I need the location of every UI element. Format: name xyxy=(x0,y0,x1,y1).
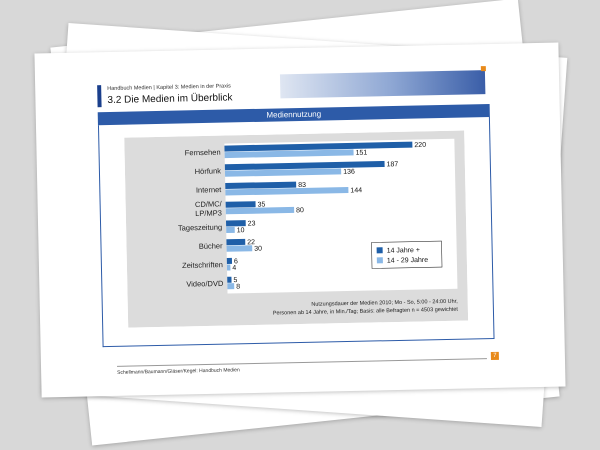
data-label: 35 xyxy=(258,201,266,208)
bar xyxy=(226,257,233,265)
slide-page: Handbuch Medien | Kapitel 3: Medien in d… xyxy=(34,42,566,398)
data-label: 30 xyxy=(254,246,262,253)
data-label: 187 xyxy=(387,161,399,168)
bar-chart: Fernsehen 220 151 Hörfunk 187 136 Internet 83 14… xyxy=(124,130,469,328)
data-label: 5 xyxy=(233,277,237,284)
legend-box xyxy=(371,240,443,269)
bar xyxy=(224,149,354,159)
data-label: 220 xyxy=(414,142,426,149)
header-gradient-bar xyxy=(279,70,486,99)
bar xyxy=(226,238,246,246)
footer-divider xyxy=(117,358,487,367)
header-orange-square xyxy=(480,66,486,72)
data-label: 144 xyxy=(350,187,362,194)
legend-label: 14 Jahre + xyxy=(387,247,420,255)
category-label: Fernsehen xyxy=(185,148,221,158)
category-label: Internet xyxy=(196,185,223,195)
legend-swatch xyxy=(376,257,383,264)
data-label: 23 xyxy=(248,220,256,227)
data-label: 6 xyxy=(234,258,238,265)
data-label: 83 xyxy=(298,182,306,189)
chart-note-line1: Nutzungsdauer der Medien 2010; Mo - So, … xyxy=(311,299,458,308)
bar xyxy=(225,220,246,227)
data-label: 8 xyxy=(236,284,240,291)
category-label: Video/DVD xyxy=(186,279,224,289)
bar xyxy=(225,181,297,190)
bar xyxy=(224,168,342,177)
footer-credit: Schellmann/Baumann/Gläser/Kegel: Handbuc… xyxy=(117,367,240,376)
data-label: 4 xyxy=(232,265,236,272)
bar xyxy=(226,245,253,252)
data-label: 136 xyxy=(343,169,355,176)
legend-label: 14 - 29 Jahre xyxy=(387,257,428,265)
data-label: 10 xyxy=(237,227,245,234)
category-label: Hörfunk xyxy=(195,166,222,176)
bar xyxy=(227,283,235,290)
bar xyxy=(227,276,232,283)
category-label: Bücher xyxy=(199,241,223,251)
breadcrumb: Handbuch Medien | Kapitel 3: Medien in d… xyxy=(107,83,231,93)
chart-note-line2: Personen ab 14 Jahre, in Min./Tag; Basis… xyxy=(273,307,459,317)
data-label: 80 xyxy=(296,207,304,214)
category-label: Zeitschriften xyxy=(182,260,223,270)
page-title: 3.2 Die Medien im Überblick xyxy=(107,92,233,107)
data-label: 22 xyxy=(247,239,255,246)
bar xyxy=(225,186,349,196)
bar xyxy=(224,141,413,152)
data-label: 151 xyxy=(356,150,368,157)
legend-swatch xyxy=(376,247,383,254)
bar xyxy=(226,264,231,271)
bar xyxy=(226,226,235,234)
category-label: Tageszeitung xyxy=(178,223,222,233)
page-number: 7 xyxy=(490,351,499,361)
bar xyxy=(225,206,295,215)
category-label: CD/MC/LP/MP3 xyxy=(195,199,223,218)
bar xyxy=(224,160,385,171)
header-accent-bar xyxy=(97,85,102,108)
bar xyxy=(225,201,256,208)
